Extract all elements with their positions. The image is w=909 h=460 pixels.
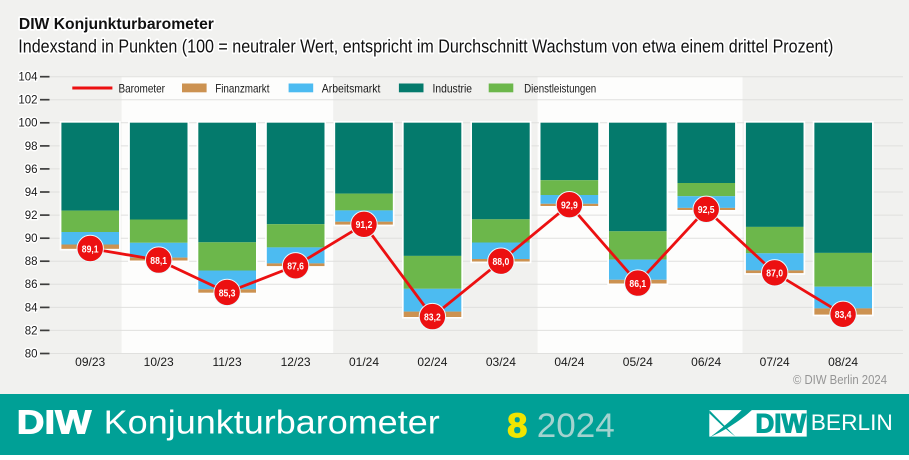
svg-text:Konjunkturbarometer: Konjunkturbarometer <box>104 403 440 440</box>
svg-text:10/23: 10/23 <box>144 355 174 369</box>
svg-text:DIW: DIW <box>756 409 807 439</box>
svg-text:84: 84 <box>25 302 38 314</box>
svg-text:85,3: 85,3 <box>219 288 236 299</box>
svg-text:88,0: 88,0 <box>493 257 510 268</box>
svg-text:83,2: 83,2 <box>424 313 441 324</box>
svg-text:8: 8 <box>507 407 527 445</box>
svg-text:06/24: 06/24 <box>691 355 721 369</box>
svg-text:01/24: 01/24 <box>349 355 379 369</box>
svg-text:02/24: 02/24 <box>417 355 447 369</box>
svg-text:88: 88 <box>25 256 38 268</box>
svg-text:Dienstleistungen: Dienstleistungen <box>524 81 596 95</box>
svg-text:90: 90 <box>25 233 38 245</box>
svg-text:05/24: 05/24 <box>623 355 653 369</box>
svg-text:87,6: 87,6 <box>287 262 304 273</box>
svg-text:Industrie: Industrie <box>433 81 473 95</box>
svg-text:08/24: 08/24 <box>828 355 858 369</box>
svg-text:83,4: 83,4 <box>835 310 852 321</box>
svg-text:© DIW Berlin 2024: © DIW Berlin 2024 <box>793 373 887 387</box>
svg-text:87,0: 87,0 <box>766 269 783 280</box>
svg-text:100: 100 <box>18 118 37 130</box>
svg-text:89,1: 89,1 <box>82 244 99 255</box>
svg-text:91,2: 91,2 <box>356 220 373 231</box>
svg-text:Barometer: Barometer <box>119 81 166 95</box>
svg-text:86: 86 <box>25 279 38 291</box>
svg-text:04/24: 04/24 <box>554 355 584 369</box>
svg-text:104: 104 <box>18 72 38 84</box>
svg-text:98: 98 <box>25 141 38 153</box>
svg-text:94: 94 <box>25 187 38 199</box>
svg-text:102: 102 <box>18 95 37 107</box>
svg-text:03/24: 03/24 <box>486 355 516 369</box>
svg-text:DIW: DIW <box>17 403 92 440</box>
svg-text:Finanzmarkt: Finanzmarkt <box>215 81 270 95</box>
svg-text:Indexstand in Punkten (100 = n: Indexstand in Punkten (100 = neutraler W… <box>18 35 833 56</box>
svg-text:80: 80 <box>25 348 38 360</box>
svg-text:88,1: 88,1 <box>150 256 167 267</box>
svg-text:Arbeitsmarkt: Arbeitsmarkt <box>322 81 381 95</box>
svg-text:BERLIN: BERLIN <box>811 410 893 435</box>
svg-text:09/23: 09/23 <box>75 355 105 369</box>
svg-text:86,1: 86,1 <box>629 279 646 290</box>
svg-text:2024: 2024 <box>537 407 615 445</box>
svg-text:DIW Konjunkturbarometer: DIW Konjunkturbarometer <box>19 16 214 33</box>
svg-text:07/24: 07/24 <box>760 355 790 369</box>
svg-text:12/23: 12/23 <box>281 355 311 369</box>
svg-text:92,5: 92,5 <box>698 205 715 216</box>
svg-text:11/23: 11/23 <box>213 355 242 369</box>
svg-text:96: 96 <box>25 164 38 176</box>
svg-text:92,9: 92,9 <box>561 201 578 212</box>
svg-text:82: 82 <box>25 325 38 337</box>
svg-text:92: 92 <box>25 210 38 222</box>
